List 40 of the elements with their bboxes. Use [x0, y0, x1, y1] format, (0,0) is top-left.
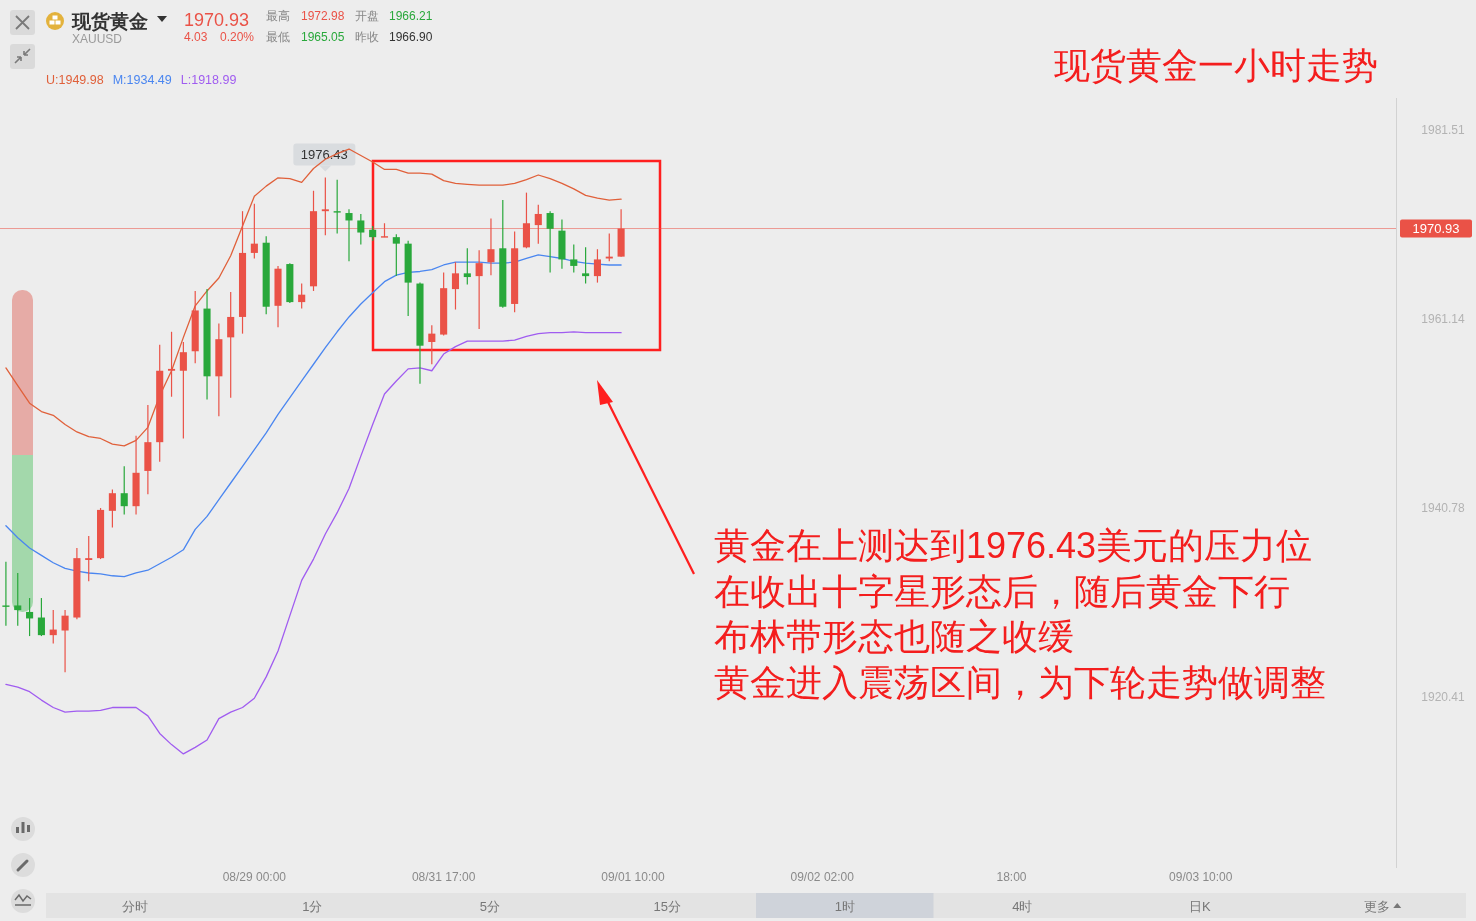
- tab-label: 更多: [1364, 898, 1391, 914]
- tab-label: 15分: [653, 898, 681, 914]
- tab-label: 5分: [479, 898, 500, 914]
- tab-label: 分时: [121, 898, 148, 914]
- annotation: 黄金进入震荡区间，为下轮走势做调整: [714, 661, 1326, 703]
- x-tick-label: 08/29 00:00: [222, 870, 287, 884]
- annotation: 1970.93: [184, 10, 250, 30]
- annotation: 最低: [266, 30, 290, 44]
- annotation: 1972.98: [301, 9, 345, 23]
- title: 现货黄金一小时走势: [1054, 44, 1378, 86]
- annotation: 现货黄金: [72, 10, 148, 32]
- annotation: 昨收: [355, 30, 379, 44]
- annotation: 1965.05: [301, 30, 345, 44]
- tab-label: 1时: [834, 898, 855, 914]
- x-tick-label: 09/01 10:00: [601, 870, 665, 884]
- annotation: 最高: [266, 9, 290, 23]
- x-tick-label: 09/03 10:00: [1169, 870, 1233, 884]
- annotation: 布林带形态也随之收缓: [714, 615, 1074, 657]
- annotation: 1966.21: [389, 9, 433, 23]
- annotation: 在收出十字星形态后，随后黄金下行: [714, 570, 1290, 612]
- x-tick-label: 18:00: [996, 870, 1027, 884]
- annotation: 1966.90: [389, 30, 433, 44]
- annotation: XAUUSD: [72, 32, 122, 46]
- y-tick-label: 1920.41: [1421, 690, 1465, 705]
- legend-entry: M:1934.49: [112, 73, 172, 87]
- y-tick-label: 1940.78: [1421, 501, 1465, 516]
- annotation: 黄金在上测达到1976.43美元的压力位: [714, 524, 1313, 566]
- annotation: 0.20%: [220, 30, 255, 44]
- legend-entry: U:1949.98: [46, 73, 104, 87]
- tab-label: 日K: [1188, 898, 1211, 914]
- x-tick-label: 09/02 02:00: [790, 870, 854, 884]
- y-tick-label: 1981.51: [1421, 123, 1465, 138]
- legend-entry: L:1918.99: [180, 73, 237, 87]
- x-tick-label: 08/31 17:00: [411, 870, 476, 884]
- annotation: 4.03: [184, 30, 208, 44]
- y-tick-label: 1961.14: [1421, 312, 1465, 327]
- tab-label: 4时: [1012, 898, 1033, 914]
- tab-label: 1分: [302, 898, 323, 914]
- annotation: 开盘: [355, 9, 379, 23]
- ref-line-label: 1970.93: [1412, 221, 1460, 237]
